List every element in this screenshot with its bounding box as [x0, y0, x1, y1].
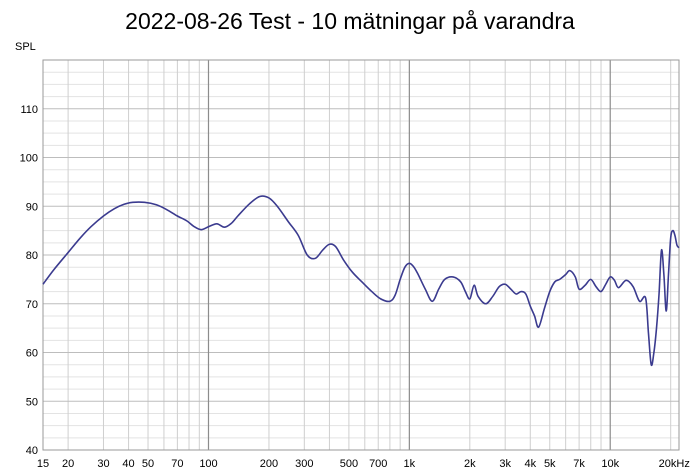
x-tick-label: 1k: [404, 458, 416, 470]
minor-grid: [43, 60, 680, 450]
x-tick-label: 7k: [573, 458, 585, 470]
y-tick-label: 40: [26, 445, 38, 457]
y-axis-label: SPL: [15, 41, 36, 53]
major-grid: [43, 59, 679, 451]
x-tick-label: 3k: [499, 458, 511, 470]
x-tick-label: 10k: [601, 458, 619, 470]
series-line: [42, 195, 680, 367]
y-tick-label: 80: [26, 250, 38, 262]
x-tick-label: 500: [340, 458, 358, 470]
x-tick-label: 50: [142, 458, 154, 470]
series-group: [42, 195, 680, 367]
y-tick-label: 90: [26, 201, 38, 213]
y-tick-labels: 40 50 60 70 80 90 100 110: [20, 104, 38, 457]
x-tick-label: 40: [122, 458, 134, 470]
x-tick-label: 4k: [524, 458, 536, 470]
x-tick-label: 15: [37, 458, 49, 470]
y-tick-label: 60: [26, 348, 38, 360]
x-tick-labels: 15 20 30 40 50 70 100 200 300 500 700 1k 2k 3k 4k 5k 7k 1…: [37, 458, 690, 470]
y-tick-label: 110: [20, 104, 38, 116]
x-tick-label: 70: [171, 458, 183, 470]
plot-frame: [42, 59, 680, 451]
x-tick-label: 30: [97, 458, 109, 470]
y-tick-label: 70: [26, 299, 38, 311]
x-tick-label: 100: [199, 458, 217, 470]
x-tick-label: 5k: [544, 458, 556, 470]
x-tick-label: 200: [260, 458, 278, 470]
x-tick-label: 20kHz: [659, 458, 690, 470]
x-tick-label: 300: [295, 458, 313, 470]
y-tick-label: 50: [26, 396, 38, 408]
x-tick-label: 700: [369, 458, 387, 470]
x-tick-label: 2k: [464, 458, 476, 470]
y-tick-label: 100: [20, 153, 38, 165]
x-tick-label: 20: [62, 458, 74, 470]
chart-title: 2022-08-26 Test - 10 mätningar på varand…: [125, 8, 575, 34]
